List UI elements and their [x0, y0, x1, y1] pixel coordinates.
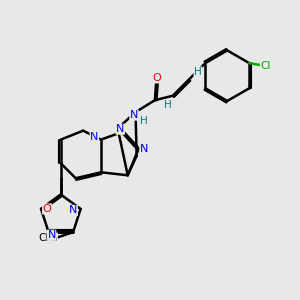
Text: N: N — [130, 110, 138, 120]
Text: N: N — [90, 132, 99, 142]
Text: N: N — [47, 230, 56, 240]
Text: H: H — [164, 100, 172, 110]
Text: N: N — [116, 124, 124, 134]
Text: N: N — [140, 143, 148, 154]
Text: CH₃: CH₃ — [38, 233, 57, 243]
Text: H: H — [194, 67, 202, 77]
Text: N: N — [69, 206, 77, 215]
Text: H: H — [140, 116, 148, 126]
Text: Cl: Cl — [260, 61, 271, 71]
Text: O: O — [152, 73, 161, 83]
Text: O: O — [43, 204, 51, 214]
